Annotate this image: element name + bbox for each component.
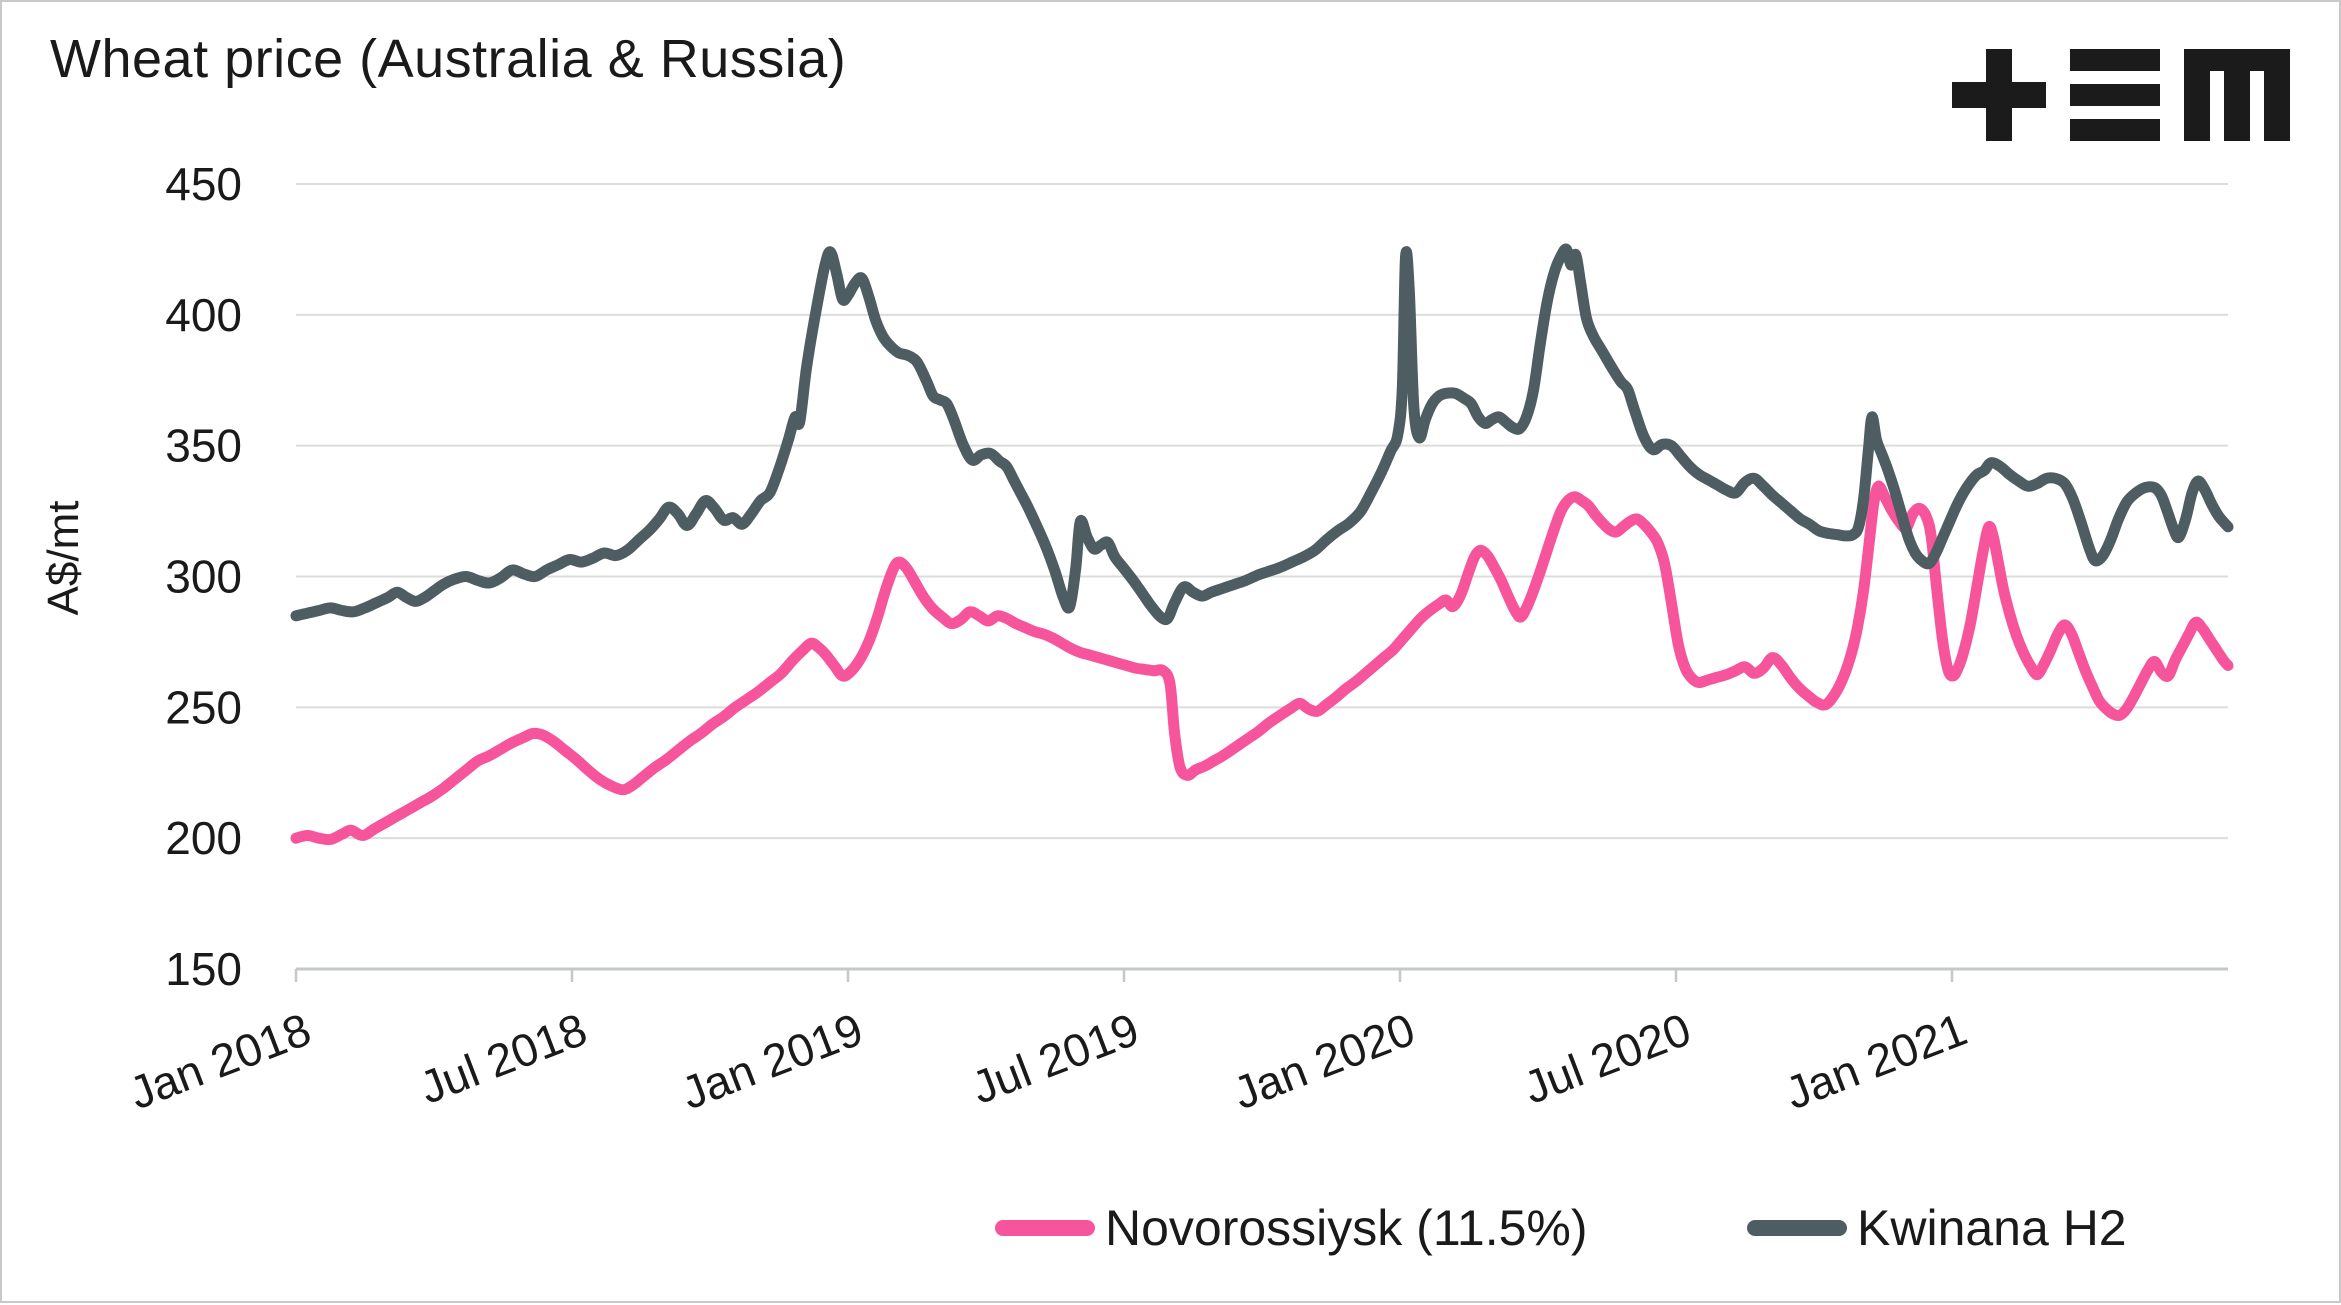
legend-item-novorossiysk[interactable]: Novorossiysk (11.5%) — [995, 1200, 1588, 1256]
m-glyph-icon — [2184, 49, 2290, 141]
x-tick-label: Jul 2020 — [1517, 1003, 1698, 1114]
series-line-kwinana-h2 — [290, 243, 2234, 626]
triple-bar-icon — [2070, 49, 2160, 141]
x-tick-label: Jan 2020 — [1226, 1003, 1421, 1119]
y-axis-title: A$/mt — [39, 501, 88, 616]
series-line-novorossiysk-11-5 — [290, 480, 2234, 846]
legend-label-kwinana-h2: Kwinana H2 — [1857, 1200, 2127, 1256]
legend-item-kwinana-h2[interactable]: Kwinana H2 — [1747, 1200, 2127, 1256]
x-tick-label: Jan 2021 — [1778, 1003, 1973, 1119]
tem-logo — [1952, 49, 2290, 141]
chart-title: Wheat price (Australia & Russia) — [50, 29, 847, 89]
tem-logo-shapes — [1952, 49, 2290, 141]
x-tick-label: Jan 2019 — [674, 1003, 869, 1119]
y-tick-label: 450 — [165, 158, 242, 210]
axes — [294, 967, 2228, 982]
x-tick-label: Jul 2019 — [965, 1003, 1146, 1114]
y-tick-label: 300 — [165, 551, 242, 603]
series-lines — [290, 243, 2234, 846]
legend-swatch-kwinana-h2 — [1747, 1220, 1847, 1236]
x-tick-labels: Jan 2018 Jul 2018 Jan 2019 Jul 2019 Jan 2020… — [122, 1003, 1973, 1119]
y-tick-label: 350 — [165, 420, 242, 472]
plus-icon — [1952, 49, 2046, 141]
y-tick-label: 200 — [165, 812, 242, 864]
y-tick-label: 400 — [165, 289, 242, 341]
y-tick-label: 150 — [165, 943, 242, 995]
gridlines — [296, 183, 2228, 840]
x-tick-label: Jul 2018 — [413, 1003, 594, 1114]
x-tick-label: Jan 2018 — [122, 1003, 317, 1119]
legend-swatch-novorossiysk — [995, 1220, 1095, 1236]
y-tick-labels: 450 400 350 300 250 200 150 — [165, 158, 242, 995]
y-tick-label: 250 — [165, 681, 242, 733]
legend-label-novorossiysk: Novorossiysk (11.5%) — [1105, 1200, 1588, 1256]
